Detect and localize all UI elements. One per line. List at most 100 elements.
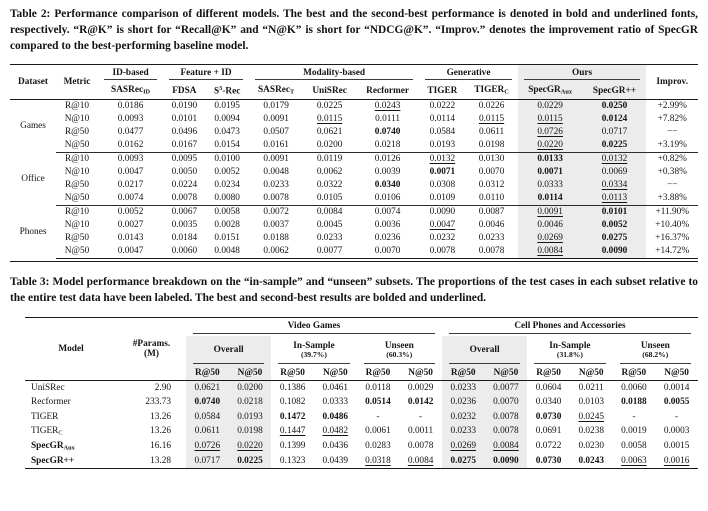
t3-metric-header: N@50 (655, 365, 698, 381)
t2-value-cell: 0.0047 (97, 244, 164, 259)
t3-value-cell: 0.0233 (441, 380, 485, 396)
t3-subset-label: Unseen (60.3%) (357, 336, 442, 366)
t3-metric-header: N@50 (569, 365, 613, 381)
t2-header-metric: Metric (56, 64, 98, 100)
t3-value-cell: 0.0730 (535, 455, 562, 466)
t2-value-cell: 0.0269 (517, 231, 583, 245)
table2-container: Dataset Metric ID-based Feature + ID Modalit… (10, 63, 698, 263)
t2-value-cell: 0.0110 (465, 191, 518, 206)
t2-value-cell: 0.0045 (316, 220, 343, 231)
t2-value-cell: 0.0473 (214, 127, 240, 138)
t2-value-cell: 0.0195 (214, 101, 240, 112)
t2-value-cell: 0.0167 (163, 138, 206, 153)
t2-metric-cell: N@10 (64, 167, 90, 178)
table3-performance-breakdown: Model #Params. (M) Video Games Cell Phones a… (25, 317, 698, 470)
t2-value-cell: 0.0052 (214, 167, 240, 178)
t3-value-cell: 0.0200 (228, 380, 272, 396)
t3-subset-label: Unseen (68.2%) (613, 336, 698, 366)
table3-header: Model #Params. (M) Video Games Cell Phones a… (25, 317, 698, 381)
t2-value-cell: 0.0074 (374, 207, 401, 218)
t3-value-cell: 0.0726 (186, 438, 229, 454)
t2-colgroup-label: Modality-based (249, 64, 420, 83)
t3-value-cell: 0.1399 (279, 441, 306, 452)
t3-value-cell: 0.0318 (365, 455, 391, 466)
t2-value-cell: 0.0062 (316, 167, 343, 178)
t3-value-cell: - (419, 411, 423, 422)
t3-subset-label: In-Sample (39.7%) (271, 336, 356, 366)
t3-model-cell: TIGERC (31, 426, 63, 437)
t2-value-cell: 0.0100 (214, 154, 240, 165)
t2-value-cell: 0.0078 (163, 191, 206, 206)
t2-improv-cell: +7.82% (657, 114, 687, 125)
t3-metric-header: R@50 (441, 365, 485, 381)
t2-model-column-header: Recformer (355, 82, 420, 100)
t3-model-cell: UniSRec (31, 383, 65, 394)
t2-value-cell: 0.0161 (248, 138, 304, 153)
t3-value-cell: 0.0439 (322, 455, 349, 466)
t3-value-cell: 0.0232 (441, 409, 485, 424)
t3-params-cell: 13.26 (150, 426, 171, 437)
t3-value-cell: 0.0084 (484, 438, 528, 454)
t2-improv-cell: +0.38% (657, 167, 687, 178)
t3-value-cell: 0.0103 (578, 397, 605, 408)
t2-value-cell: 0.0184 (171, 233, 198, 244)
t3-value-cell: 0.0063 (621, 455, 647, 466)
t2-header-improv: Improv. (646, 64, 698, 100)
t2-value-cell: 0.0048 (205, 244, 249, 259)
t2-value-cell: 0.0233 (263, 180, 289, 191)
t2-value-cell: 0.0584 (429, 127, 456, 138)
t3-metric-header: R@50 (527, 365, 570, 381)
t3-value-cell: 0.0078 (484, 409, 528, 424)
t3-value-cell: 0.0029 (407, 383, 434, 394)
t2-colgroup-label: Generative (419, 64, 517, 83)
t2-value-cell: 0.0162 (97, 138, 164, 153)
t3-value-cell: 0.0070 (484, 395, 528, 410)
t2-improv-cell: +14.72% (646, 244, 698, 259)
t2-model-column-header: FDSA (163, 82, 206, 100)
t2-value-cell: 0.0091 (263, 154, 289, 165)
t3-value-cell: 0.0717 (186, 453, 229, 469)
t3-value-cell: 0.0016 (663, 455, 690, 466)
t3-value-cell: 0.1472 (279, 411, 306, 422)
t2-value-cell: 0.0060 (163, 244, 206, 259)
t2-value-cell: 0.0046 (478, 220, 505, 231)
t2-improv-cell: +11.90% (655, 207, 690, 218)
t2-value-cell: 0.0084 (316, 207, 343, 218)
t3-value-cell: 0.0243 (578, 455, 605, 466)
t3-value-cell: 0.0584 (186, 409, 229, 424)
t3-dataset-group-label: Video Games (186, 318, 442, 336)
t2-value-cell: 0.0611 (478, 127, 505, 138)
t2-model-column-header: SpecGRAux (517, 82, 583, 100)
t2-improv-cell: +16.37% (655, 233, 690, 244)
t3-value-cell: 0.0730 (535, 411, 562, 422)
t3-value-cell: 0.0604 (535, 383, 562, 394)
t2-value-cell: 0.0477 (117, 127, 144, 138)
t2-value-cell: 0.0071 (517, 165, 583, 179)
t2-value-cell: 0.0621 (316, 127, 343, 138)
t3-value-cell: 0.0611 (186, 423, 229, 439)
t2-model-column-header: SASRecT (248, 82, 304, 100)
t2-model-column-header: TIGERC (465, 82, 518, 100)
t3-params-cell: 233.73 (145, 397, 171, 408)
t2-model-column-header: TIGER (419, 82, 466, 100)
t2-value-cell: 0.0717 (582, 125, 647, 139)
t2-value-cell: 0.0071 (429, 167, 456, 178)
t3-value-cell: 0.0003 (663, 426, 690, 437)
t2-value-cell: 0.0037 (263, 220, 289, 231)
t2-metric-cell: N@50 (56, 138, 98, 153)
t2-value-cell: 0.0132 (429, 154, 456, 165)
t2-model-column-header: UniSRec (303, 82, 356, 100)
t2-value-cell: 0.0077 (303, 244, 356, 259)
t3-model-cell: TIGER (31, 411, 59, 422)
t2-value-cell: 0.0198 (465, 138, 518, 153)
table3-caption: Table 3: Model performance breakdown on … (10, 276, 698, 305)
t3-metric-header: N@50 (228, 365, 272, 381)
t2-value-cell: 0.0090 (429, 207, 456, 218)
t3-subset-label: In-Sample (31.8%) (527, 336, 612, 366)
t2-header-dataset: Dataset (10, 64, 57, 100)
t2-value-cell: 0.0070 (355, 244, 420, 259)
t2-value-cell: 0.0113 (582, 191, 647, 206)
t2-value-cell: 0.0078 (465, 244, 518, 259)
t3-value-cell: 0.0333 (322, 397, 349, 408)
t3-value-cell: 0.0269 (441, 438, 485, 454)
